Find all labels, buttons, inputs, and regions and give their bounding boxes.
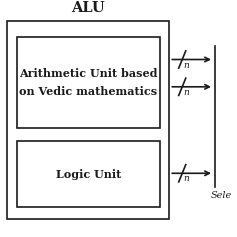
Text: ALU: ALU — [72, 1, 105, 15]
Text: on Vedic mathematics: on Vedic mathematics — [19, 86, 157, 97]
Text: n: n — [183, 61, 189, 70]
Text: Logic Unit: Logic Unit — [56, 169, 121, 180]
Bar — [17, 141, 160, 207]
Text: n: n — [183, 174, 189, 183]
Text: Sele: Sele — [210, 191, 232, 201]
Text: n: n — [183, 88, 189, 97]
Text: Arithmetic Unit based: Arithmetic Unit based — [19, 68, 158, 79]
Bar — [17, 37, 160, 128]
Bar — [7, 21, 169, 219]
